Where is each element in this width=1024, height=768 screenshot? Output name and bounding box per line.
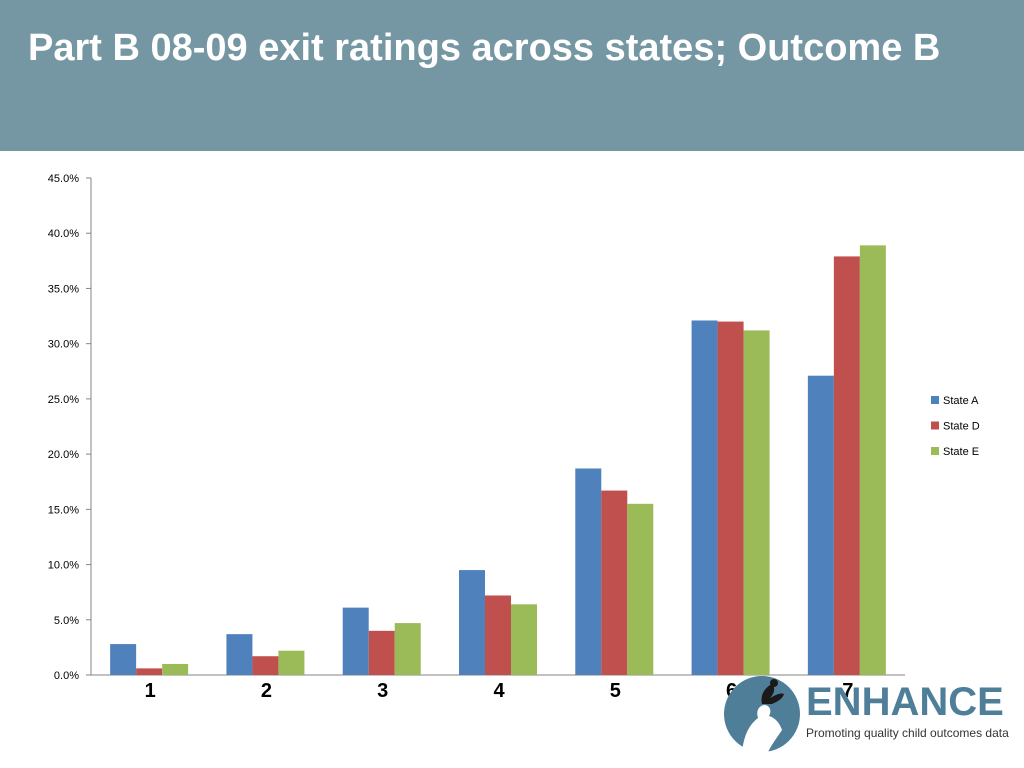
bar-state-d-cat-4 bbox=[485, 595, 511, 675]
logo-tagline: Promoting quality child outcomes data bbox=[806, 726, 1009, 740]
bar-state-d-cat-7 bbox=[833, 256, 860, 675]
legend-swatch bbox=[931, 421, 939, 430]
bar-state-a-cat-1 bbox=[110, 644, 137, 675]
bar-state-e-cat-2 bbox=[278, 650, 305, 675]
title-banner: Part B 08-09 exit ratings across states;… bbox=[0, 0, 1024, 151]
y-tick-label: 10.0% bbox=[48, 560, 79, 572]
enhance-logo: ENHANCE Promoting quality child outcomes… bbox=[722, 674, 1012, 764]
slide-title: Part B 08-09 exit ratings across states;… bbox=[28, 27, 941, 69]
bar-state-a-cat-6 bbox=[691, 320, 718, 675]
bar-state-a-cat-2 bbox=[226, 634, 253, 675]
y-tick-label: 0.0% bbox=[54, 670, 79, 682]
x-category-label: 4 bbox=[493, 680, 505, 702]
y-tick-label: 30.0% bbox=[48, 339, 79, 351]
x-category-label: 1 bbox=[145, 680, 156, 702]
logo-wordmark: ENHANCE bbox=[806, 680, 1004, 724]
x-category-label: 3 bbox=[377, 680, 388, 702]
bar-state-d-cat-5 bbox=[601, 490, 628, 675]
legend-swatch bbox=[931, 447, 939, 455]
bar-state-d-cat-6 bbox=[717, 321, 744, 675]
legend-label: State E bbox=[943, 446, 979, 458]
x-category-label: 6 bbox=[726, 680, 737, 702]
bar-state-a-cat-7 bbox=[807, 375, 834, 675]
y-tick-label: 35.0% bbox=[48, 283, 79, 295]
y-tick-label: 25.0% bbox=[48, 394, 79, 406]
x-category-label: 7 bbox=[842, 680, 853, 702]
legend-label: State A bbox=[943, 395, 979, 407]
bar-state-a-cat-5 bbox=[575, 468, 602, 675]
legend-label: State D bbox=[943, 421, 980, 433]
bar-state-e-cat-7 bbox=[859, 245, 886, 676]
y-tick-label: 20.0% bbox=[48, 449, 79, 461]
bar-state-e-cat-3 bbox=[394, 623, 421, 675]
legend-swatch bbox=[931, 396, 939, 404]
bar-state-d-cat-3 bbox=[368, 630, 395, 675]
bar-state-d-cat-1 bbox=[136, 668, 163, 675]
y-tick-label: 45.0% bbox=[48, 173, 79, 185]
x-category-label: 5 bbox=[610, 680, 621, 702]
bar-state-e-cat-6 bbox=[743, 330, 770, 675]
bar-state-e-cat-4 bbox=[511, 604, 537, 675]
parent-child-logo-icon bbox=[724, 676, 800, 752]
y-tick-label: 15.0% bbox=[48, 504, 79, 516]
bar-state-e-cat-5 bbox=[627, 503, 654, 675]
bar-state-d-cat-2 bbox=[252, 656, 279, 675]
bar-state-a-cat-3 bbox=[342, 607, 369, 675]
y-tick-label: 40.0% bbox=[48, 228, 79, 240]
bar-state-e-cat-1 bbox=[162, 663, 189, 675]
x-category-label: 2 bbox=[261, 680, 272, 702]
bar-state-a-cat-4 bbox=[459, 570, 485, 675]
y-tick-label: 5.0% bbox=[54, 615, 79, 627]
